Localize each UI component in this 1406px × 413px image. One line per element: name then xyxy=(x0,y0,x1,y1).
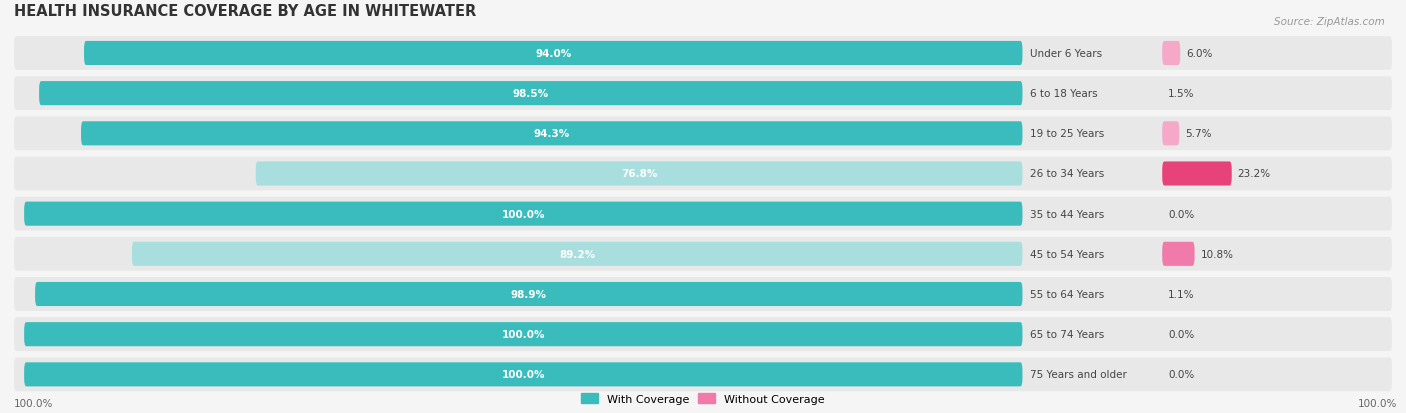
Text: 94.3%: 94.3% xyxy=(534,129,569,139)
Text: Source: ZipAtlas.com: Source: ZipAtlas.com xyxy=(1274,17,1385,26)
FancyBboxPatch shape xyxy=(1163,42,1180,66)
FancyBboxPatch shape xyxy=(14,37,1392,71)
FancyBboxPatch shape xyxy=(14,197,1392,231)
Text: 75 Years and older: 75 Years and older xyxy=(1031,370,1128,380)
Text: HEALTH INSURANCE COVERAGE BY AGE IN WHITEWATER: HEALTH INSURANCE COVERAGE BY AGE IN WHIT… xyxy=(14,4,477,19)
Legend: With Coverage, Without Coverage: With Coverage, Without Coverage xyxy=(576,389,830,408)
FancyBboxPatch shape xyxy=(256,162,1022,186)
FancyBboxPatch shape xyxy=(132,242,1022,266)
FancyBboxPatch shape xyxy=(35,282,1022,306)
FancyBboxPatch shape xyxy=(84,42,1022,66)
Text: 26 to 34 Years: 26 to 34 Years xyxy=(1031,169,1105,179)
FancyBboxPatch shape xyxy=(1163,242,1195,266)
Text: 1.5%: 1.5% xyxy=(1168,89,1195,99)
Text: 65 to 74 Years: 65 to 74 Years xyxy=(1031,330,1105,339)
Text: 45 to 54 Years: 45 to 54 Years xyxy=(1031,249,1105,259)
Text: 23.2%: 23.2% xyxy=(1237,169,1271,179)
FancyBboxPatch shape xyxy=(14,358,1392,391)
Text: 100.0%: 100.0% xyxy=(502,330,546,339)
FancyBboxPatch shape xyxy=(14,117,1392,151)
Text: 6 to 18 Years: 6 to 18 Years xyxy=(1031,89,1098,99)
Text: 100.0%: 100.0% xyxy=(502,209,546,219)
FancyBboxPatch shape xyxy=(39,82,1022,106)
Text: 0.0%: 0.0% xyxy=(1168,370,1195,380)
Text: 55 to 64 Years: 55 to 64 Years xyxy=(1031,289,1105,299)
Text: 100.0%: 100.0% xyxy=(502,370,546,380)
Text: 5.7%: 5.7% xyxy=(1185,129,1212,139)
Text: 10.8%: 10.8% xyxy=(1201,249,1233,259)
Text: 6.0%: 6.0% xyxy=(1187,49,1212,59)
Text: 98.5%: 98.5% xyxy=(513,89,548,99)
Text: 98.9%: 98.9% xyxy=(510,289,547,299)
Text: 0.0%: 0.0% xyxy=(1168,209,1195,219)
Text: 76.8%: 76.8% xyxy=(621,169,657,179)
FancyBboxPatch shape xyxy=(14,77,1392,111)
FancyBboxPatch shape xyxy=(14,237,1392,271)
FancyBboxPatch shape xyxy=(82,122,1022,146)
Text: 89.2%: 89.2% xyxy=(560,249,595,259)
FancyBboxPatch shape xyxy=(14,278,1392,311)
Text: Under 6 Years: Under 6 Years xyxy=(1031,49,1102,59)
FancyBboxPatch shape xyxy=(1163,162,1232,186)
FancyBboxPatch shape xyxy=(24,202,1022,226)
FancyBboxPatch shape xyxy=(1163,122,1180,146)
FancyBboxPatch shape xyxy=(24,363,1022,387)
FancyBboxPatch shape xyxy=(14,318,1392,351)
Text: 0.0%: 0.0% xyxy=(1168,330,1195,339)
FancyBboxPatch shape xyxy=(24,322,1022,347)
Text: 100.0%: 100.0% xyxy=(1357,398,1396,408)
Text: 1.1%: 1.1% xyxy=(1168,289,1195,299)
FancyBboxPatch shape xyxy=(14,157,1392,191)
Text: 19 to 25 Years: 19 to 25 Years xyxy=(1031,129,1105,139)
Text: 35 to 44 Years: 35 to 44 Years xyxy=(1031,209,1105,219)
Text: 94.0%: 94.0% xyxy=(536,49,571,59)
Text: 100.0%: 100.0% xyxy=(14,398,53,408)
